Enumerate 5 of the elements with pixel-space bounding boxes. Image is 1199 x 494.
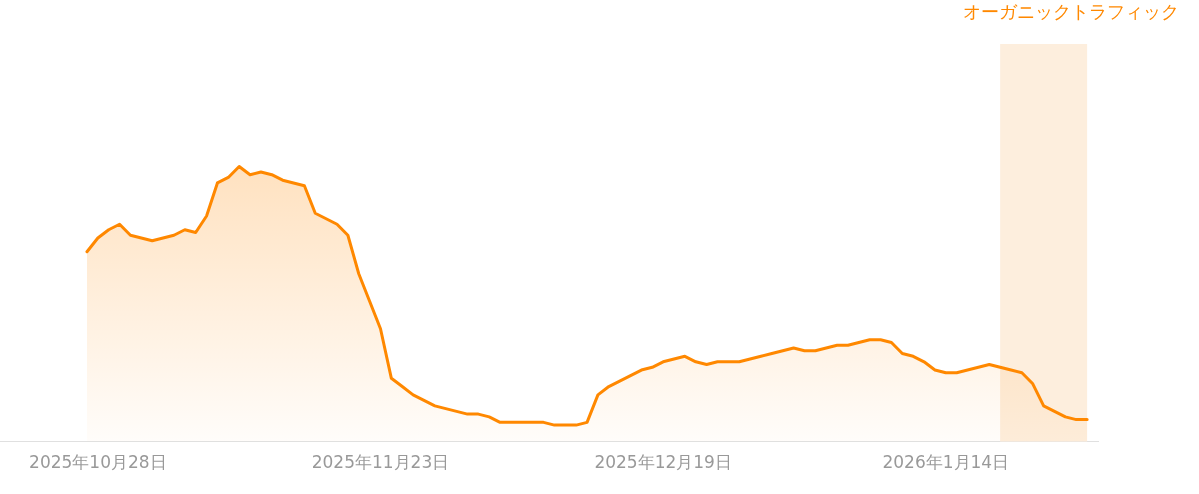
x-tick-label: 2025年11月23日: [311, 452, 450, 473]
x-tick-label: 2025年12月19日: [594, 452, 732, 473]
x-tick-label: 2025年10月28日: [29, 452, 167, 473]
x-tick-label: 2026年1月14日: [882, 452, 1010, 473]
text: オーガニックトラフィック: [963, 1, 1179, 22]
